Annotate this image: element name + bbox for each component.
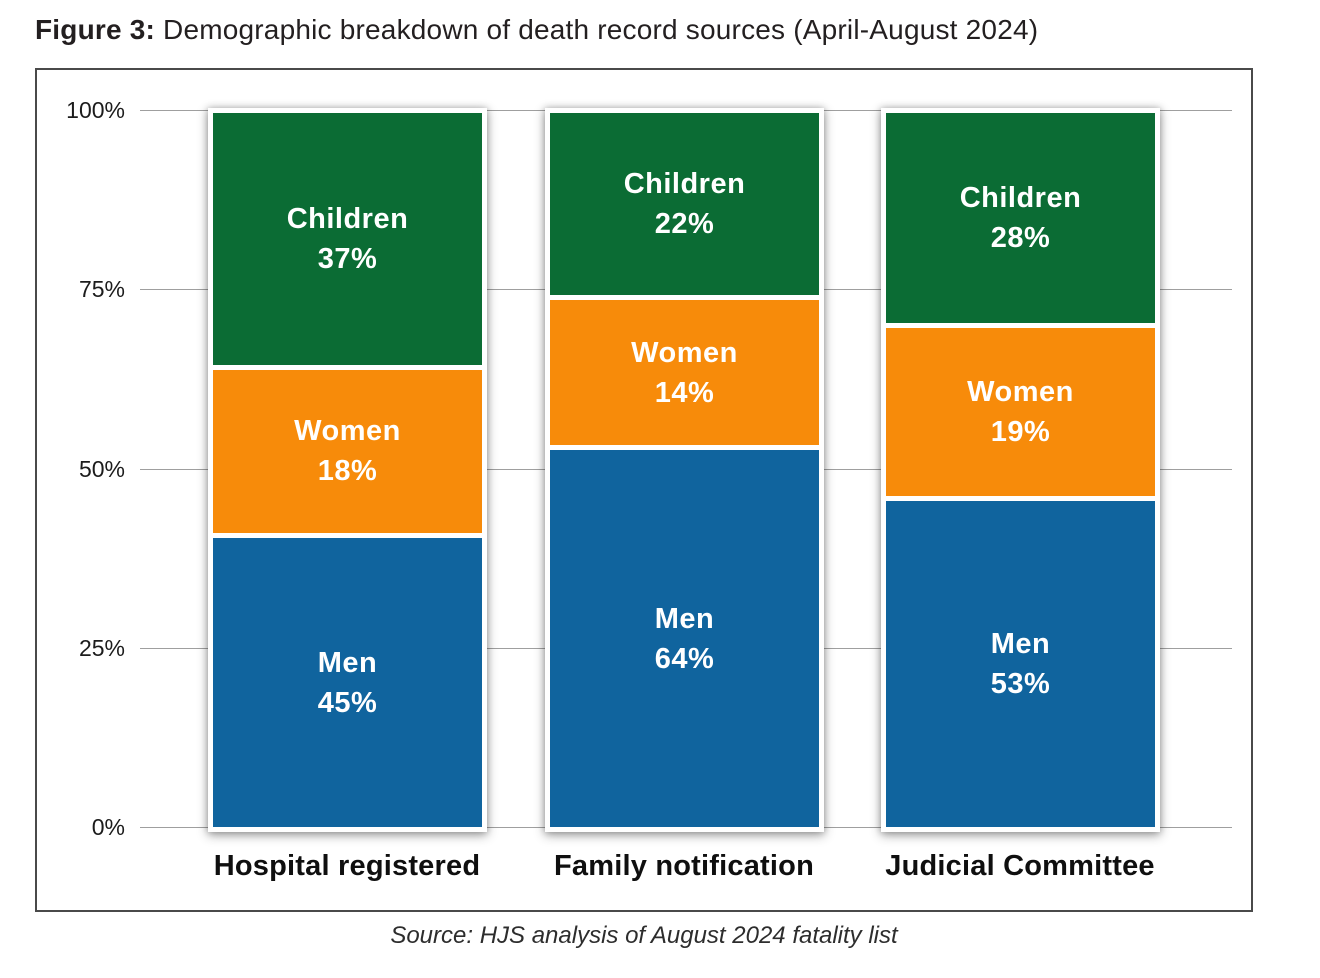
segment-label: Men 64%	[654, 602, 715, 675]
bar-segment-men: Men 45%	[213, 533, 482, 827]
chart-area: 0% 25% 50% 75% 100% Children 37% Women 1…	[35, 68, 1253, 912]
figure-title-text: Demographic breakdown of death record so…	[155, 14, 1039, 45]
segment-label: Children 37%	[286, 202, 409, 275]
segment-label: Women 19%	[967, 376, 1074, 448]
y-axis-tick-0: 0%	[91, 814, 125, 840]
bar-segment-children: Children 22%	[550, 113, 819, 296]
segment-label: Children 28%	[959, 181, 1082, 254]
y-axis-tick-100: 100%	[66, 97, 125, 123]
figure-title: Figure 3: Demographic breakdown of death…	[35, 14, 1038, 46]
bar-segment-women: Women 19%	[886, 322, 1155, 497]
bar-segment-children: Children 28%	[886, 113, 1155, 323]
stacked-bar-family-notification: Children 22% Women 14% Men 64%	[545, 108, 824, 832]
x-axis-label-hospital-registered: Hospital registered	[213, 850, 481, 882]
segment-label: Men 53%	[990, 628, 1051, 701]
y-axis-tick-25: 25%	[78, 634, 125, 661]
bar-segment-men: Men 64%	[550, 445, 819, 827]
figure-title-prefix: Figure 3:	[35, 14, 156, 45]
segment-label: Women 14%	[631, 336, 738, 409]
bar-segment-women: Women 18%	[213, 364, 482, 534]
segment-label: Children 22%	[623, 168, 746, 241]
bar-segment-children: Children 37%	[213, 113, 482, 365]
stacked-bar-judicial-committee: Children 28% Women 19% Men 53%	[881, 108, 1160, 832]
segment-label: Women 18%	[294, 415, 401, 488]
y-axis-tick-50: 50%	[78, 455, 125, 482]
segment-label: Men 45%	[317, 646, 378, 719]
bar-segment-men: Men 53%	[886, 496, 1155, 827]
source-note: Source: HJS analysis of August 2024 fata…	[390, 922, 898, 949]
stacked-bar-hospital-registered: Children 37% Women 18% Men 45%	[208, 108, 487, 832]
y-axis-tick-75: 75%	[78, 276, 125, 303]
x-axis-label-family-notification: Family notification	[554, 850, 814, 882]
bar-segment-women: Women 14%	[550, 295, 819, 446]
x-axis-label-judicial-committee: Judicial Committee	[885, 850, 1155, 882]
